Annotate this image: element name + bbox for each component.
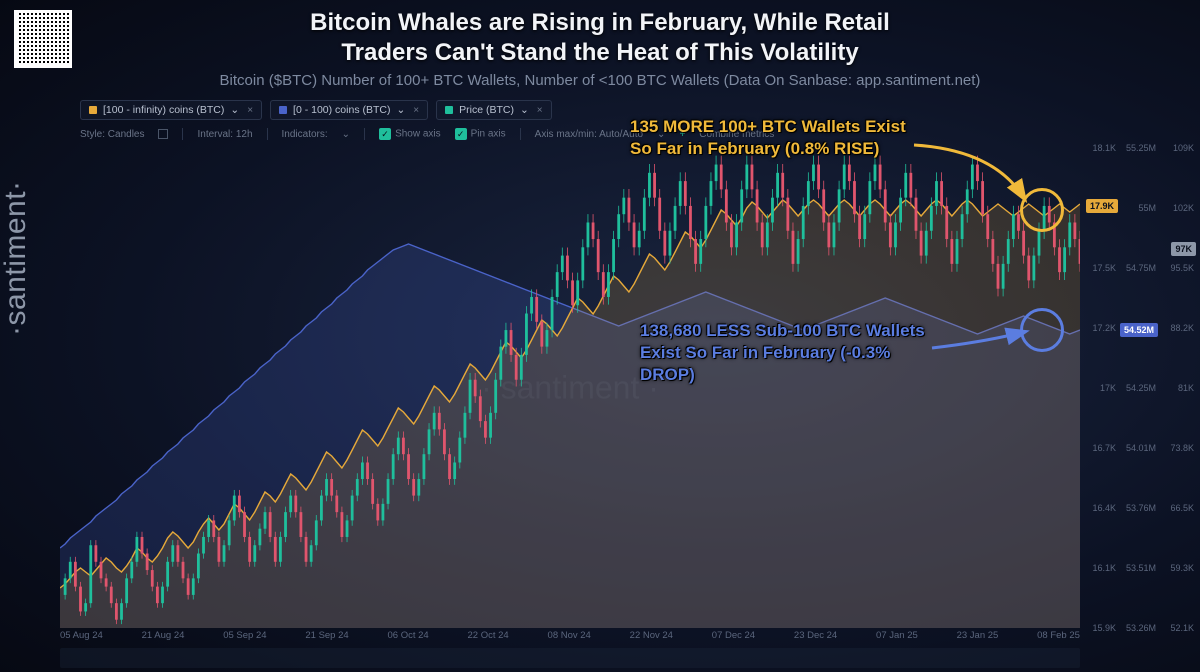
style-swatch[interactable] bbox=[158, 129, 168, 139]
chevron-down-icon: ⌄ bbox=[396, 104, 405, 116]
brand-vertical: ·santiment· bbox=[0, 180, 33, 336]
x-tick: 08 Nov 24 bbox=[548, 630, 591, 641]
y-tick: 17K bbox=[1100, 383, 1116, 393]
x-tick: 07 Jan 25 bbox=[876, 630, 918, 641]
annotation-retail: 138,680 LESS Sub-100 BTC Wallets Exist S… bbox=[640, 320, 940, 386]
y-tick: 18.1K bbox=[1092, 143, 1116, 153]
x-tick: 05 Sep 24 bbox=[223, 630, 266, 641]
y-axis-whales: 18.1K17.8K17.5K17.2K17K16.7K16.4K16.1K15… bbox=[1082, 148, 1120, 628]
y-axis-badge: 97K bbox=[1171, 242, 1196, 256]
close-icon[interactable]: × bbox=[537, 105, 543, 116]
indicators-selector[interactable]: Indicators: bbox=[282, 129, 328, 140]
x-tick: 23 Jan 25 bbox=[957, 630, 999, 641]
annotation-whales: 135 MORE 100+ BTC Wallets Exist So Far i… bbox=[630, 116, 920, 160]
style-selector[interactable]: Style: Candles bbox=[80, 129, 144, 140]
y-tick: 102K bbox=[1173, 203, 1194, 213]
pin-axis-toggle[interactable]: ✓Pin axis bbox=[455, 128, 506, 140]
chart-svg bbox=[60, 148, 1080, 628]
y-axis-badge: 54.52M bbox=[1120, 323, 1158, 337]
divider bbox=[182, 128, 183, 140]
chevron-down-icon: ⌄ bbox=[230, 104, 239, 116]
y-tick: 54.25M bbox=[1126, 383, 1156, 393]
chip-swatch bbox=[279, 106, 287, 114]
y-tick: 54.75M bbox=[1126, 263, 1156, 273]
y-axis-badge: 17.9K bbox=[1086, 199, 1118, 213]
y-tick: 73.8K bbox=[1170, 443, 1194, 453]
y-tick: 53.76M bbox=[1126, 503, 1156, 513]
y-tick: 16.1K bbox=[1092, 563, 1116, 573]
y-tick: 15.9K bbox=[1092, 623, 1116, 633]
title-line-2: Traders Can't Stand the Heat of This Vol… bbox=[0, 38, 1200, 68]
chip-label: [0 - 100) coins (BTC) bbox=[293, 104, 390, 116]
close-icon[interactable]: × bbox=[247, 105, 253, 116]
chip-label: Price (BTC) bbox=[459, 104, 514, 116]
x-tick: 21 Sep 24 bbox=[305, 630, 348, 641]
y-tick: 66.5K bbox=[1170, 503, 1194, 513]
chip-label: [100 - infinity) coins (BTC) bbox=[103, 104, 224, 116]
y-axis-retail: 55.25M55M54.75M54.5M54.25M54.01M53.76M53… bbox=[1122, 148, 1160, 628]
y-tick: 95.5K bbox=[1170, 263, 1194, 273]
chip-swatch bbox=[89, 106, 97, 114]
legend-chips: [100 - infinity) coins (BTC) ⌄ × [0 - 10… bbox=[80, 100, 552, 120]
chevron-down-icon: ⌄ bbox=[520, 104, 529, 116]
y-tick: 17.2K bbox=[1092, 323, 1116, 333]
y-tick: 55.25M bbox=[1126, 143, 1156, 153]
x-tick: 23 Dec 24 bbox=[794, 630, 837, 641]
chevron-down-icon: ⌄ bbox=[342, 129, 350, 140]
y-tick: 59.3K bbox=[1170, 563, 1194, 573]
y-tick: 53.26M bbox=[1126, 623, 1156, 633]
chip-swatch bbox=[445, 106, 453, 114]
y-tick: 16.4K bbox=[1092, 503, 1116, 513]
chip-retail[interactable]: [0 - 100) coins (BTC) ⌄ × bbox=[270, 100, 428, 120]
y-tick: 52.1K bbox=[1170, 623, 1194, 633]
x-tick: 22 Nov 24 bbox=[630, 630, 673, 641]
x-tick: 06 Oct 24 bbox=[388, 630, 429, 641]
y-tick: 16.7K bbox=[1092, 443, 1116, 453]
page-title: Bitcoin Whales are Rising in February, W… bbox=[0, 8, 1200, 68]
close-icon[interactable]: × bbox=[413, 105, 419, 116]
chip-price[interactable]: Price (BTC) ⌄ × bbox=[436, 100, 552, 120]
y-tick: 17.5K bbox=[1092, 263, 1116, 273]
interval-selector[interactable]: Interval: 12h bbox=[197, 129, 252, 140]
checkbox-checked-icon: ✓ bbox=[379, 128, 391, 140]
y-axis-price: 109K102K95.5K88.2K81K73.8K66.5K59.3K52.1… bbox=[1160, 148, 1198, 628]
divider bbox=[364, 128, 365, 140]
arrow-gold bbox=[904, 130, 1044, 220]
y-tick: 88.2K bbox=[1170, 323, 1194, 333]
chart-canvas[interactable]: · santiment · bbox=[60, 148, 1080, 628]
checkbox-checked-icon: ✓ bbox=[455, 128, 467, 140]
x-tick: 05 Aug 24 bbox=[60, 630, 103, 641]
x-tick: 07 Dec 24 bbox=[712, 630, 755, 641]
x-tick: 08 Feb 25 bbox=[1037, 630, 1080, 641]
y-tick: 109K bbox=[1173, 143, 1194, 153]
y-tick: 53.51M bbox=[1126, 563, 1156, 573]
y-tick: 81K bbox=[1178, 383, 1194, 393]
y-tick: 55M bbox=[1138, 203, 1156, 213]
x-tick: 21 Aug 24 bbox=[142, 630, 185, 641]
chip-whales[interactable]: [100 - infinity) coins (BTC) ⌄ × bbox=[80, 100, 262, 120]
y-tick: 54.01M bbox=[1126, 443, 1156, 453]
show-axis-toggle[interactable]: ✓Show axis bbox=[379, 128, 441, 140]
subtitle: Bitcoin ($BTC) Number of 100+ BTC Wallet… bbox=[0, 72, 1200, 89]
x-axis-labels: 05 Aug 24 21 Aug 24 05 Sep 24 21 Sep 24 06 O… bbox=[60, 630, 1080, 641]
title-line-1: Bitcoin Whales are Rising in February, W… bbox=[0, 8, 1200, 38]
time-range-scrubber[interactable] bbox=[60, 648, 1080, 668]
axis-minmax-selector[interactable]: Axis max/min: Auto/Auto bbox=[535, 129, 643, 140]
x-tick: 22 Oct 24 bbox=[468, 630, 509, 641]
divider bbox=[267, 128, 268, 140]
arrow-blue bbox=[924, 320, 1044, 360]
divider bbox=[520, 128, 521, 140]
